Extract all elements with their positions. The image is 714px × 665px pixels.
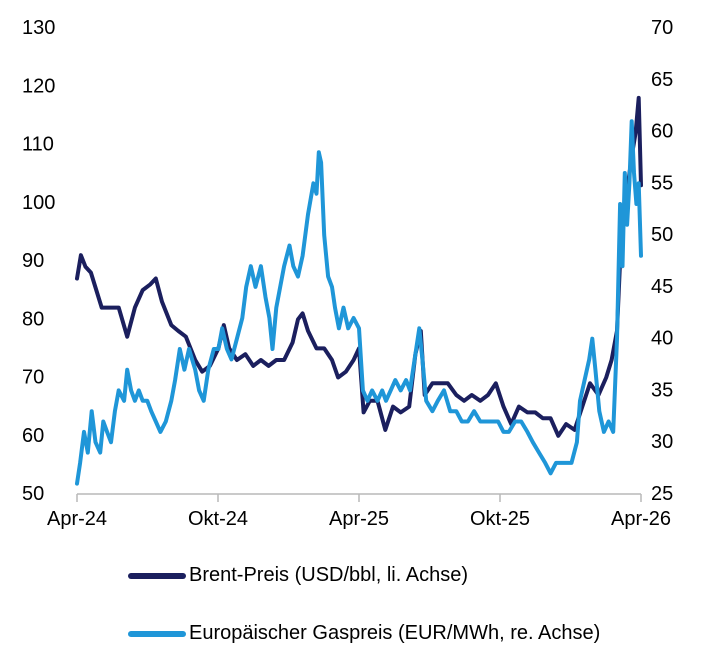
left-axis-tick-label: 100: [22, 192, 55, 214]
right-axis-tick-label: 55: [651, 172, 673, 194]
left-axis-tick-label: 120: [22, 75, 55, 97]
left-axis-tick-label: 90: [22, 250, 44, 272]
series-line-gas: [75, 119, 643, 486]
right-axis-ticks: 25 30 35 40 45 50 55 60 65 70: [651, 17, 673, 505]
legend-label-brent: Brent-Preis (USD/bbl, li. Achse): [189, 564, 468, 586]
legend-item-gas: Europäischer Gaspreis (EUR/MWh, re. Achs…: [128, 622, 600, 645]
left-axis-tick-label: 80: [22, 308, 44, 330]
right-axis-tick-label: 40: [651, 328, 673, 350]
series-line-brent: [75, 95, 643, 438]
right-axis-tick-label: 35: [651, 379, 673, 401]
legend-label-gas: Europäischer Gaspreis (EUR/MWh, re. Achs…: [189, 622, 601, 644]
x-axis-tick-label: Apr-25: [329, 508, 389, 530]
x-axis-tick-label: Apr-24: [47, 508, 107, 530]
right-axis-tick-label: 70: [651, 17, 673, 39]
x-axis-tick-label: Okt-25: [470, 508, 530, 530]
right-axis-tick-label: 45: [651, 276, 673, 298]
left-axis-tick-label: 50: [22, 483, 44, 505]
x-axis-ticks: Apr-24 Okt-24 Apr-25 Okt-25 Apr-26: [47, 494, 671, 530]
left-axis-ticks: 50 60 70 80 90 100 110 120 130: [22, 17, 55, 505]
right-axis-tick-label: 25: [651, 483, 673, 505]
left-axis-tick-label: 70: [22, 367, 44, 389]
x-axis-tick-label: Okt-24: [188, 508, 248, 530]
left-axis-tick-label: 130: [22, 17, 55, 39]
chart-canvas: 50 60 70 80 90 100 110 120 130 25 30 35 40 45 50 55 60 6…: [22, 17, 673, 530]
right-axis-tick-label: 30: [651, 431, 673, 453]
left-axis-tick-label: 60: [22, 425, 44, 447]
legend-item-brent: Brent-Preis (USD/bbl, li. Achse): [128, 564, 468, 587]
legend-swatch-brent: [128, 572, 186, 579]
x-axis-tick-label: Apr-26: [611, 508, 671, 530]
series-layer: [75, 95, 643, 486]
left-axis-tick-label: 110: [22, 134, 54, 156]
right-axis-tick-label: 50: [651, 224, 673, 246]
legend-swatch-gas: [128, 630, 186, 637]
right-axis-tick-label: 65: [651, 69, 673, 91]
right-axis-tick-label: 60: [651, 121, 673, 143]
